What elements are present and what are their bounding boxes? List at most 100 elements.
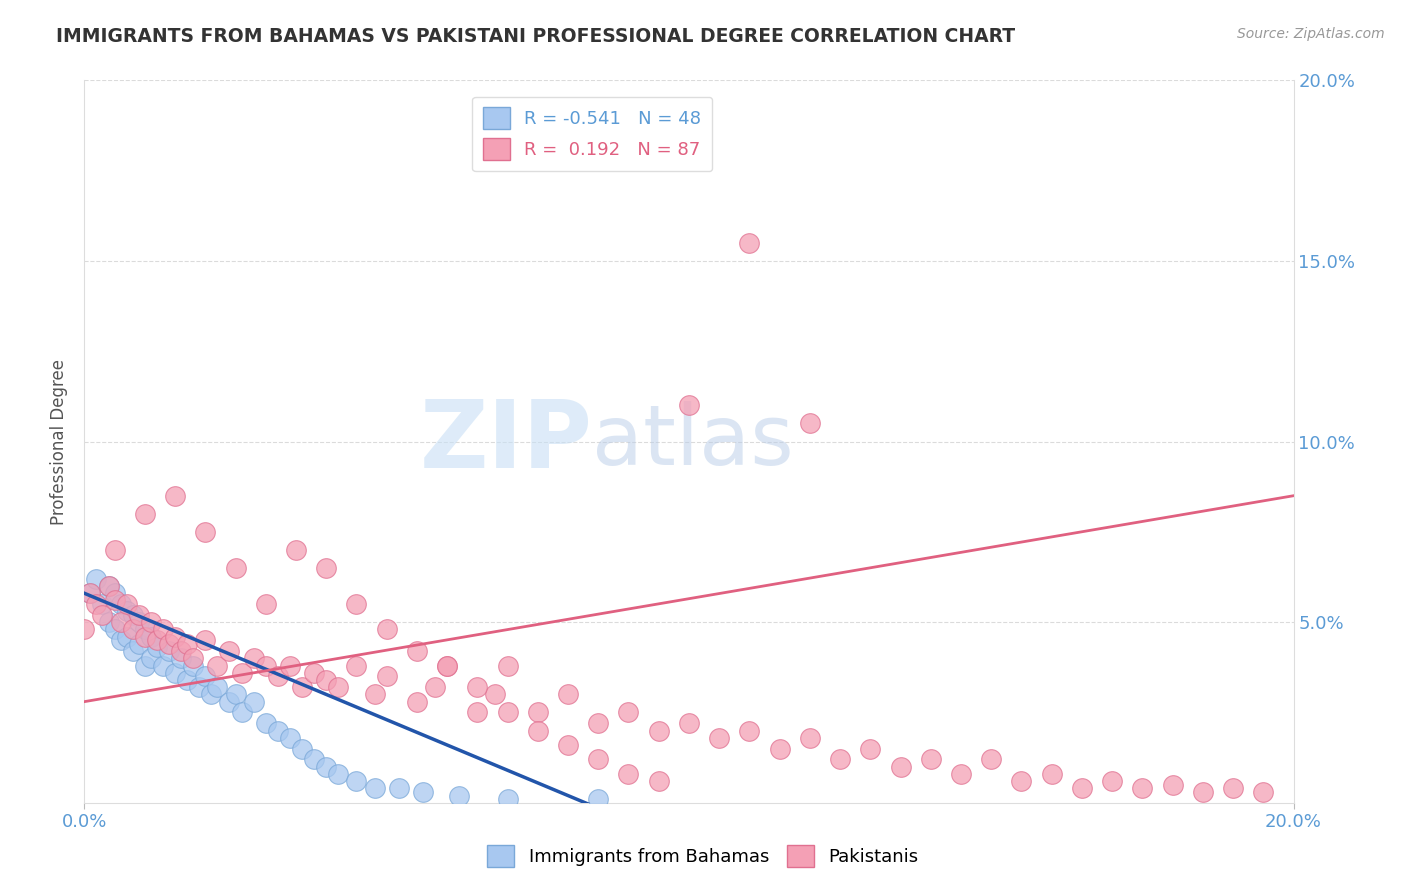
Point: [104, 593, 127, 607]
Point: [181, 658, 204, 673]
Point: [1161, 778, 1184, 792]
Point: [423, 680, 446, 694]
Point: [769, 741, 792, 756]
Point: [291, 741, 314, 756]
Point: [139, 630, 162, 644]
Point: [496, 658, 519, 673]
Point: [121, 644, 143, 658]
Point: [128, 615, 150, 630]
Point: [678, 716, 700, 731]
Y-axis label: Professional Degree: Professional Degree: [51, 359, 69, 524]
Point: [207, 658, 229, 673]
Point: [134, 630, 156, 644]
Point: [225, 561, 247, 575]
Point: [86, 597, 108, 611]
Point: [91, 607, 114, 622]
Point: [267, 723, 290, 738]
Point: [406, 644, 429, 658]
Point: [557, 687, 579, 701]
Point: [527, 706, 550, 720]
Point: [134, 507, 156, 521]
Point: [97, 579, 120, 593]
Point: [231, 706, 253, 720]
Point: [890, 760, 912, 774]
Point: [315, 760, 337, 774]
Point: [176, 673, 198, 687]
Point: [157, 644, 180, 658]
Point: [110, 633, 132, 648]
Point: [242, 651, 264, 665]
Point: [799, 417, 821, 431]
Point: [484, 687, 506, 701]
Point: [200, 687, 222, 701]
Point: [588, 792, 610, 806]
Point: [115, 597, 138, 611]
Point: [139, 615, 162, 630]
Point: [467, 680, 489, 694]
Point: [412, 785, 434, 799]
Point: [436, 658, 458, 673]
Legend: R = -0.541   N = 48, R =  0.192   N = 87: R = -0.541 N = 48, R = 0.192 N = 87: [472, 96, 713, 171]
Point: [134, 658, 156, 673]
Point: [617, 706, 640, 720]
Point: [115, 604, 138, 618]
Point: [110, 597, 132, 611]
Point: [557, 738, 579, 752]
Point: [97, 615, 120, 630]
Point: [139, 651, 162, 665]
Point: [165, 630, 187, 644]
Point: [302, 665, 325, 680]
Point: [363, 781, 385, 796]
Point: [1192, 785, 1215, 799]
Point: [346, 774, 368, 789]
Point: [648, 774, 671, 789]
Point: [527, 723, 550, 738]
Point: [588, 716, 610, 731]
Point: [678, 398, 700, 412]
Point: [194, 669, 217, 683]
Point: [110, 615, 132, 630]
Point: [1253, 785, 1275, 799]
Point: [388, 781, 411, 796]
Point: [254, 658, 277, 673]
Point: [121, 607, 143, 622]
Point: [375, 669, 398, 683]
Text: atlas: atlas: [592, 401, 794, 482]
Point: [406, 695, 429, 709]
Point: [363, 687, 385, 701]
Point: [648, 723, 671, 738]
Point: [104, 623, 127, 637]
Point: [146, 633, 169, 648]
Point: [134, 623, 156, 637]
Point: [188, 680, 211, 694]
Point: [242, 695, 264, 709]
Point: [79, 586, 101, 600]
Point: [181, 651, 204, 665]
Point: [194, 633, 217, 648]
Point: [1222, 781, 1244, 796]
Point: [375, 623, 398, 637]
Point: [207, 680, 229, 694]
Point: [73, 623, 96, 637]
Point: [496, 792, 519, 806]
Point: [157, 637, 180, 651]
Point: [231, 665, 253, 680]
Point: [496, 706, 519, 720]
Point: [86, 572, 108, 586]
Point: [950, 767, 973, 781]
Point: [859, 741, 882, 756]
Point: [91, 597, 114, 611]
Point: [346, 658, 368, 673]
Text: ZIP: ZIP: [419, 395, 592, 488]
Point: [115, 630, 138, 644]
Point: [128, 607, 150, 622]
Point: [104, 586, 127, 600]
Point: [328, 680, 350, 694]
Point: [449, 789, 471, 803]
Point: [1011, 774, 1033, 789]
Point: [436, 658, 458, 673]
Point: [267, 669, 290, 683]
Point: [617, 767, 640, 781]
Point: [152, 623, 174, 637]
Point: [218, 695, 240, 709]
